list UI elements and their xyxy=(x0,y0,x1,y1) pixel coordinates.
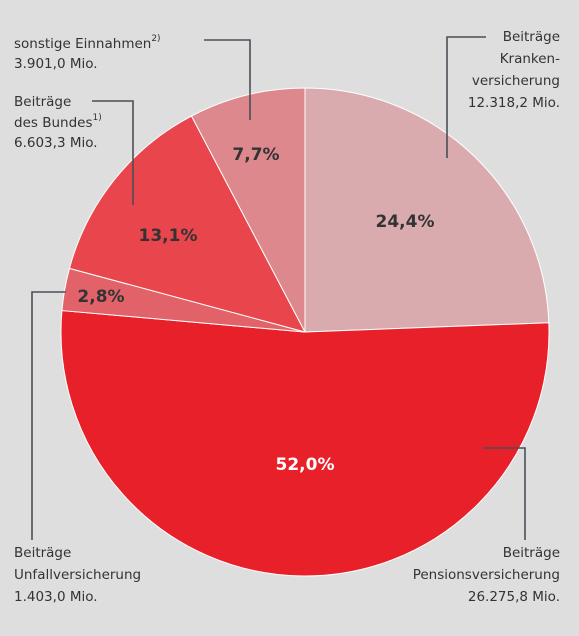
label-line: des Bundes1) xyxy=(14,113,102,132)
leader-line xyxy=(92,100,134,205)
pie-slice xyxy=(68,115,306,333)
label-amount: 12.318,2 Mio. xyxy=(468,95,560,111)
label-sonstige: sonstige Einnahmen2) 3.901,0 Mio. xyxy=(14,34,161,73)
pie-slice xyxy=(304,87,550,333)
pie xyxy=(60,87,550,577)
label-krankenversicherung: Beiträge Kranken- versicherung 12.318,2 … xyxy=(468,29,560,111)
footnote: 2) xyxy=(151,34,160,44)
leader-line xyxy=(446,36,486,158)
value-label: 13,1% xyxy=(139,226,198,246)
value-label: 7,7% xyxy=(232,145,279,165)
label-line: Kranken- xyxy=(500,51,560,67)
label-line: Pensionsversicherung xyxy=(413,567,560,583)
value-label: 52,0% xyxy=(276,455,335,475)
label-line: Beiträge xyxy=(503,545,560,561)
label-amount: 6.603,3 Mio. xyxy=(14,135,98,151)
label-line: Beiträge xyxy=(14,545,71,561)
label-line: des Bundes xyxy=(14,115,92,131)
leader-line xyxy=(483,447,526,540)
value-label: 24,4% xyxy=(376,212,435,232)
leader-line xyxy=(204,39,251,120)
label-line: Unfallversicherung xyxy=(14,567,141,583)
label-line: sonstige Einnahmen2) xyxy=(14,34,161,53)
label-pensionsversicherung: Beiträge Pensionsversicherung 26.275,8 M… xyxy=(413,545,560,605)
label-amount: 3.901,0 Mio. xyxy=(14,56,98,72)
label-unfallversicherung: Beiträge Unfallversicherung 1.403,0 Mio. xyxy=(14,545,141,605)
label-amount: 26.275,8 Mio. xyxy=(468,589,560,605)
label-line: versicherung xyxy=(472,73,560,89)
footnote: 1) xyxy=(92,113,101,123)
pie-slice xyxy=(60,310,550,577)
label-line: Beiträge xyxy=(14,94,71,110)
leader-line xyxy=(31,291,66,540)
label-amount: 1.403,0 Mio. xyxy=(14,589,98,605)
label-bund: Beiträge des Bundes1) 6.603,3 Mio. xyxy=(14,94,102,151)
label-line: Beiträge xyxy=(503,29,560,45)
label-line: sonstige Einnahmen xyxy=(14,36,151,52)
pie-slice xyxy=(190,87,306,333)
value-label: 2,8% xyxy=(77,287,124,307)
